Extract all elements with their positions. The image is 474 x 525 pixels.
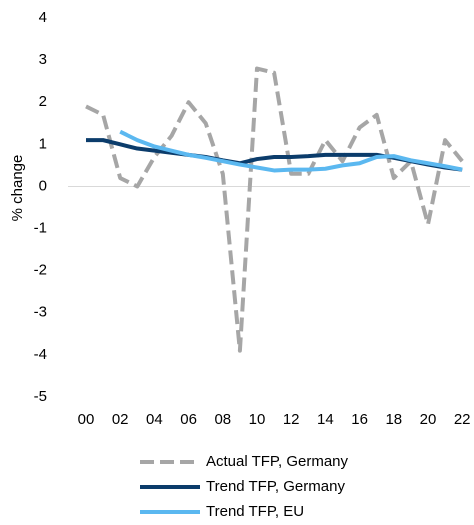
legend-label: Actual TFP, Germany bbox=[206, 453, 349, 470]
y-axis-label: % change bbox=[9, 155, 26, 222]
x-tick-label: 10 bbox=[249, 411, 266, 428]
x-tick-label: 18 bbox=[385, 411, 402, 428]
series-line bbox=[85, 66, 464, 353]
x-tick-label: 04 bbox=[146, 411, 163, 428]
legend-label: Trend TFP, Germany bbox=[206, 478, 345, 495]
y-tick-label: -2 bbox=[34, 262, 47, 279]
y-tick-label: 2 bbox=[39, 93, 47, 110]
x-tick-label: 02 bbox=[112, 411, 129, 428]
series-line bbox=[119, 129, 463, 173]
y-tick-label: 1 bbox=[39, 135, 47, 152]
y-tick-label: -5 bbox=[34, 388, 47, 405]
x-tick-label: 00 bbox=[78, 411, 95, 428]
x-tick-label: 16 bbox=[351, 411, 368, 428]
y-tick-label: -4 bbox=[34, 346, 47, 363]
x-tick-label: 08 bbox=[214, 411, 231, 428]
y-tick-label: -1 bbox=[34, 220, 47, 237]
y-tick-label: -3 bbox=[34, 304, 47, 321]
x-tick-label: 06 bbox=[180, 411, 197, 428]
x-tick-label: 12 bbox=[283, 411, 300, 428]
x-tick-label: 20 bbox=[420, 411, 437, 428]
x-tick-label: 22 bbox=[454, 411, 471, 428]
y-tick-label: 0 bbox=[39, 177, 47, 194]
legend-label: Trend TFP, EU bbox=[206, 503, 304, 520]
x-tick-label: 14 bbox=[317, 411, 334, 428]
y-tick-label: 4 bbox=[39, 9, 47, 26]
y-tick-label: 3 bbox=[39, 51, 47, 68]
